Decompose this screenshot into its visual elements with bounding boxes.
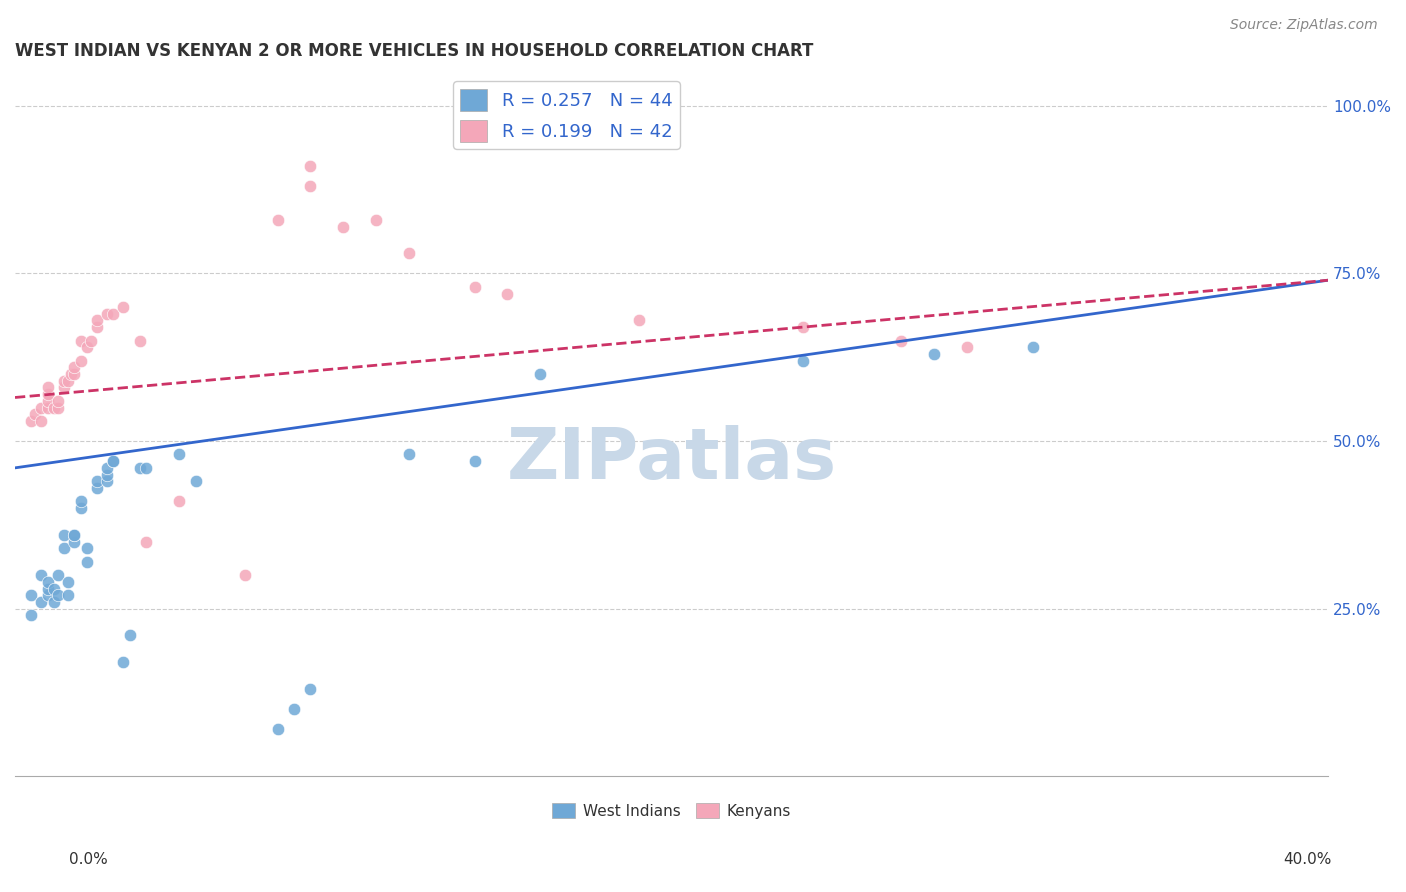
Point: [464, 280, 486, 294]
Point: [37, 588, 59, 602]
Point: [79, 334, 101, 348]
Point: [103, 454, 125, 468]
Point: [63, 528, 86, 542]
Point: [112, 300, 135, 314]
Point: [266, 723, 288, 737]
Point: [46, 568, 69, 582]
Point: [20, 414, 42, 428]
Point: [266, 213, 288, 227]
Point: [37, 387, 59, 401]
Point: [299, 681, 322, 696]
Point: [496, 286, 519, 301]
Point: [96, 307, 118, 321]
Point: [366, 213, 388, 227]
Point: [69, 353, 91, 368]
Point: [464, 454, 486, 468]
Point: [792, 320, 814, 334]
Point: [59, 367, 82, 381]
Point: [103, 454, 125, 468]
Point: [96, 475, 118, 489]
Point: [69, 501, 91, 516]
Point: [792, 353, 814, 368]
Point: [1021, 340, 1043, 354]
Point: [30, 414, 52, 428]
Point: [30, 568, 52, 582]
Point: [44, 401, 66, 415]
Text: 40.0%: 40.0%: [1284, 852, 1331, 867]
Point: [167, 494, 190, 508]
Point: [922, 347, 945, 361]
Point: [332, 219, 354, 234]
Point: [63, 360, 86, 375]
Point: [118, 628, 141, 642]
Point: [128, 461, 150, 475]
Point: [44, 582, 66, 596]
Point: [20, 608, 42, 623]
Point: [233, 568, 256, 582]
Point: [135, 534, 157, 549]
Point: [63, 534, 86, 549]
Point: [69, 334, 91, 348]
Point: [529, 367, 551, 381]
Point: [53, 541, 76, 556]
Text: 0.0%: 0.0%: [69, 852, 108, 867]
Point: [398, 447, 420, 461]
Point: [63, 367, 86, 381]
Point: [96, 467, 118, 482]
Point: [24, 407, 46, 421]
Point: [46, 393, 69, 408]
Text: ZIPatlas: ZIPatlas: [506, 425, 837, 494]
Point: [44, 595, 66, 609]
Point: [53, 374, 76, 388]
Legend: West Indians, Kenyans: West Indians, Kenyans: [546, 797, 797, 825]
Point: [398, 246, 420, 260]
Point: [20, 588, 42, 602]
Point: [76, 541, 98, 556]
Point: [128, 334, 150, 348]
Point: [103, 307, 125, 321]
Point: [56, 574, 79, 589]
Point: [96, 461, 118, 475]
Point: [627, 313, 650, 327]
Point: [86, 313, 108, 327]
Point: [56, 374, 79, 388]
Point: [890, 334, 912, 348]
Text: WEST INDIAN VS KENYAN 2 OR MORE VEHICLES IN HOUSEHOLD CORRELATION CHART: WEST INDIAN VS KENYAN 2 OR MORE VEHICLES…: [15, 42, 814, 60]
Point: [37, 393, 59, 408]
Point: [37, 582, 59, 596]
Point: [37, 401, 59, 415]
Point: [46, 401, 69, 415]
Point: [86, 481, 108, 495]
Point: [283, 702, 305, 716]
Point: [86, 475, 108, 489]
Point: [30, 401, 52, 415]
Point: [53, 528, 76, 542]
Point: [53, 380, 76, 394]
Point: [299, 179, 322, 194]
Point: [135, 461, 157, 475]
Point: [69, 494, 91, 508]
Point: [956, 340, 979, 354]
Text: Source: ZipAtlas.com: Source: ZipAtlas.com: [1230, 18, 1378, 32]
Point: [76, 340, 98, 354]
Point: [37, 574, 59, 589]
Point: [184, 475, 207, 489]
Point: [299, 159, 322, 173]
Point: [86, 320, 108, 334]
Point: [37, 380, 59, 394]
Point: [76, 555, 98, 569]
Point: [56, 588, 79, 602]
Point: [112, 655, 135, 669]
Point: [46, 588, 69, 602]
Point: [30, 595, 52, 609]
Point: [63, 528, 86, 542]
Point: [167, 447, 190, 461]
